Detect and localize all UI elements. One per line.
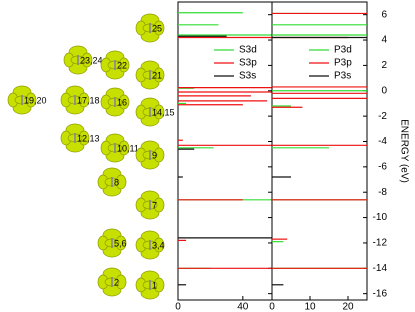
orbital: 1 <box>135 270 165 300</box>
orbital: 23,24 <box>63 45 103 75</box>
y-tick-label: 2 <box>381 60 387 71</box>
orbital: 7 <box>135 190 165 220</box>
orbital-label: 14,15 <box>152 107 175 117</box>
legend-label: P3p <box>334 58 352 69</box>
orbital: 9 <box>135 140 165 170</box>
y-tick-label: 6 <box>381 9 387 20</box>
y-axis-title: ENERGY (eV) <box>398 119 409 183</box>
orbital: 19,20 <box>7 85 47 115</box>
orbital: 8 <box>97 167 127 197</box>
orbital-label: 25 <box>152 23 162 33</box>
orbital: 17,18 <box>60 85 100 115</box>
y-tick-label: -2 <box>378 111 387 122</box>
orbital-label: 19,20 <box>24 95 47 105</box>
orbital: 10,11 <box>100 133 139 163</box>
orbital: 22 <box>100 50 130 80</box>
legend-label: S3p <box>239 58 257 69</box>
orbital: 3,4 <box>135 230 165 260</box>
x-tick-label: 10 <box>304 302 316 312</box>
orbital: 12,13 <box>60 123 100 153</box>
orbital-label: 7 <box>152 200 157 210</box>
dos-plot: 0 40 S3d S3p S3s 0 10 20 -16 -14 -12 -10 -8 -6 -4 -2 0 2 4… <box>175 1 409 312</box>
x-tick-label: 0 <box>269 302 275 312</box>
orbital-label: 16 <box>117 97 127 107</box>
legend-label: P3s <box>334 71 351 82</box>
x-tick-label: 20 <box>342 302 354 312</box>
orbital-label: 9 <box>152 150 157 160</box>
orbital-label: 17,18 <box>77 95 100 105</box>
orbital: 21 <box>135 60 165 90</box>
orbital-label: 12,13 <box>77 133 100 143</box>
orbital: 5,6 <box>97 228 127 258</box>
orbital: 14,15 <box>135 97 175 127</box>
y-tick-label: 4 <box>381 35 387 46</box>
panel-frame <box>177 1 273 301</box>
orbital-label: 2 <box>114 277 119 287</box>
y-tick-label: -12 <box>373 238 388 249</box>
x-tick-label: 0 <box>175 302 181 312</box>
orbital: 2 <box>97 267 127 297</box>
orbital-label: 10,11 <box>117 143 139 153</box>
panel-frame <box>271 1 368 301</box>
orbital-label: 22 <box>117 60 127 70</box>
orbital: 25 <box>135 13 165 43</box>
orbital-label: 21 <box>152 70 162 80</box>
x-tick-label: 40 <box>237 302 249 312</box>
orbital-label: 8 <box>114 177 119 187</box>
y-tick-label: 0 <box>381 85 387 96</box>
y-tick-label: -6 <box>378 161 387 172</box>
orbital: 16 <box>100 87 130 117</box>
orbital-label: 5,6 <box>114 238 127 248</box>
y-tick-label: -10 <box>373 212 388 223</box>
orbital-label: 23,24 <box>80 55 103 65</box>
y-tick-label: -8 <box>378 187 387 198</box>
y-tick-label: -16 <box>373 288 388 299</box>
orbital-label: 3,4 <box>152 240 165 250</box>
y-tick-label: -4 <box>378 136 387 147</box>
y-tick-label: -14 <box>373 263 388 274</box>
legend-label: S3d <box>239 45 257 56</box>
legend-label: S3s <box>239 71 256 82</box>
orbital-label: 1 <box>152 280 157 290</box>
legend-label: P3d <box>334 45 352 56</box>
